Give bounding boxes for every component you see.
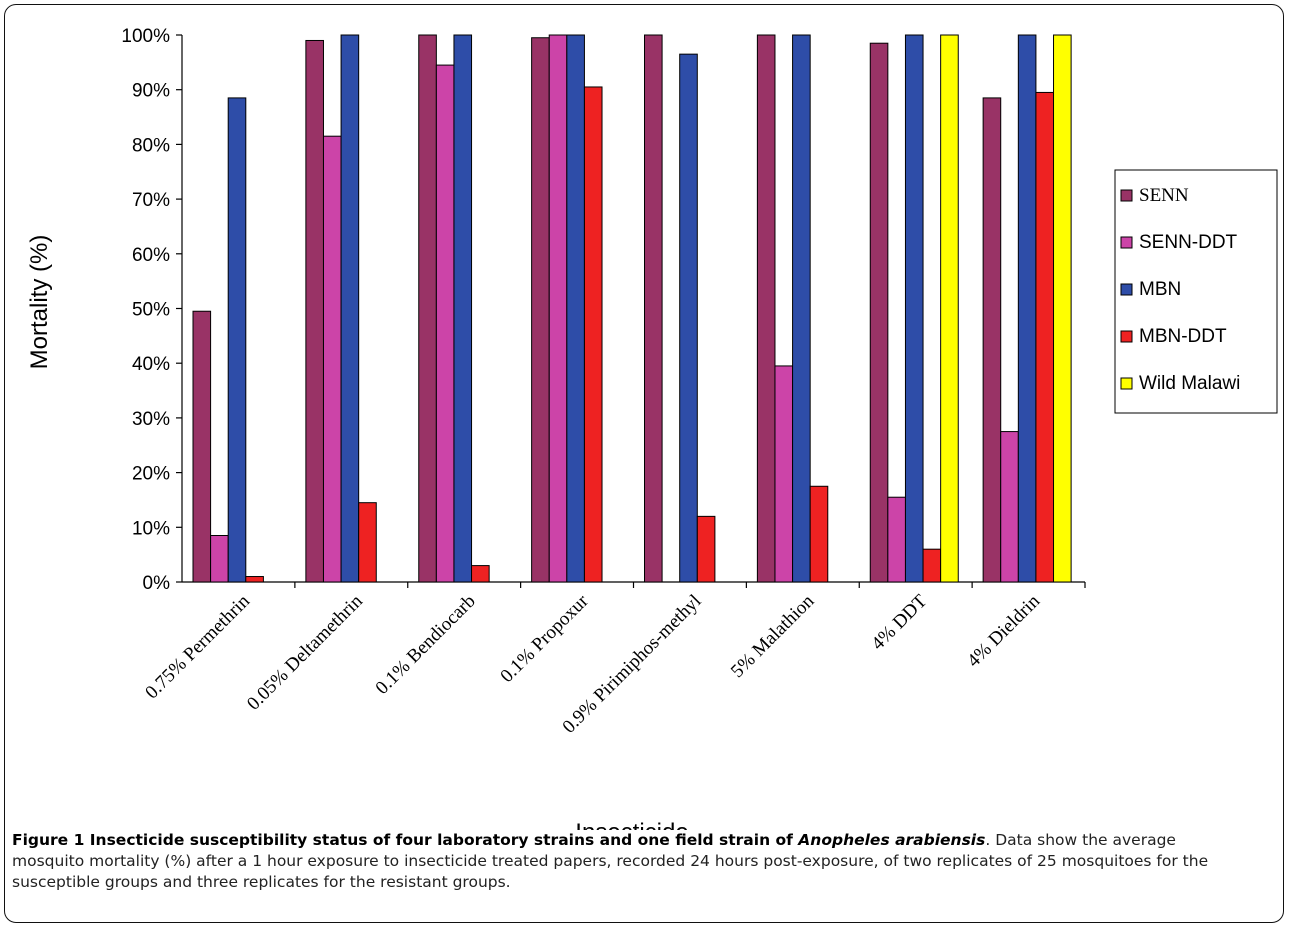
legend-swatch xyxy=(1120,236,1133,249)
chart-bars xyxy=(192,34,1072,583)
bar xyxy=(358,502,377,583)
y-tick-label: 80% xyxy=(132,135,170,156)
figure-caption: Figure 1 Insecticide susceptibility stat… xyxy=(12,830,1252,893)
bar xyxy=(227,97,247,583)
y-tick-label: 20% xyxy=(132,464,170,485)
x-tick-label: 0.1% Bendiocarb xyxy=(372,591,480,699)
x-tick-label: 4% DDT xyxy=(867,590,931,654)
bar xyxy=(566,34,585,583)
bar xyxy=(548,34,568,583)
bar xyxy=(1035,91,1055,583)
y-tick-label: 100% xyxy=(121,26,170,47)
bar xyxy=(210,535,229,583)
bar xyxy=(644,34,663,583)
bar xyxy=(869,42,889,583)
caption-label: Figure 1 xyxy=(12,831,85,849)
x-tick-label: 4% Dieldrin xyxy=(963,590,1044,671)
bar xyxy=(583,86,603,583)
bar xyxy=(940,34,959,583)
bar xyxy=(756,34,776,583)
bar xyxy=(679,53,698,583)
y-tick-label: 60% xyxy=(132,245,170,266)
bar xyxy=(922,548,942,583)
bar xyxy=(418,34,437,583)
y-tick-label: 50% xyxy=(132,300,170,321)
legend-swatch xyxy=(1120,189,1133,202)
bar-chart: 0% 10% 20% 30% 40% 50% 60% 70% 80% 90% 100% 0.75% … xyxy=(26,26,1278,830)
bar xyxy=(904,34,924,583)
x-tick-label: 0.75% Permethrin xyxy=(141,590,254,703)
x-tick-label: 0.05% Deltamethrin xyxy=(243,590,367,714)
bar xyxy=(305,39,324,583)
legend: SENN SENN-DDT MBN MBN-DDT Wild Malawi xyxy=(1114,169,1278,414)
x-tick-label: 0.1% Propoxur xyxy=(496,590,593,687)
x-tick-label: 5% Malathion xyxy=(727,590,819,682)
bar xyxy=(471,565,490,583)
legend-label: MBN-DDT xyxy=(1139,326,1227,347)
legend-swatch xyxy=(1120,283,1133,296)
legend-swatch xyxy=(1120,377,1133,390)
bar xyxy=(982,97,1002,583)
bar xyxy=(774,365,794,583)
bar xyxy=(1017,34,1037,583)
legend-label: SENN-DDT xyxy=(1139,232,1238,253)
y-tick-label: 70% xyxy=(132,190,170,211)
legend-swatch xyxy=(1120,330,1133,343)
bar xyxy=(809,485,829,583)
bar xyxy=(1000,431,1019,583)
y-tick-label: 40% xyxy=(132,354,170,375)
y-tick-label: 90% xyxy=(132,81,170,102)
bar xyxy=(792,34,811,583)
y-tick-label: 10% xyxy=(132,518,170,539)
caption-species: Anopheles arabiensis xyxy=(798,831,986,849)
legend-label: Wild Malawi xyxy=(1139,373,1240,394)
y-axis-title: Mortality (%) xyxy=(26,235,53,370)
bar xyxy=(531,37,550,583)
bar xyxy=(453,34,473,583)
bar xyxy=(245,576,264,583)
x-axis-title: Insecticide xyxy=(575,819,688,830)
legend-label: MBN xyxy=(1139,279,1181,300)
y-tick-label: 0% xyxy=(143,573,171,594)
bar xyxy=(696,515,716,583)
y-tick-labels: 0% 10% 20% 30% 40% 50% 60% 70% 80% 90% 100% xyxy=(121,26,170,594)
y-tick-label: 30% xyxy=(132,409,170,430)
legend-label: SENN xyxy=(1139,185,1189,206)
caption-title: Insecticide susceptibility status of fou… xyxy=(89,831,799,849)
bar xyxy=(435,64,455,583)
bar xyxy=(887,496,906,583)
bar xyxy=(1053,34,1072,583)
caption-body: . Data show the average mosquito mortali… xyxy=(12,831,1209,891)
bar xyxy=(340,34,360,583)
legend-box xyxy=(1114,169,1278,414)
bar xyxy=(192,310,212,583)
bar xyxy=(322,135,342,583)
